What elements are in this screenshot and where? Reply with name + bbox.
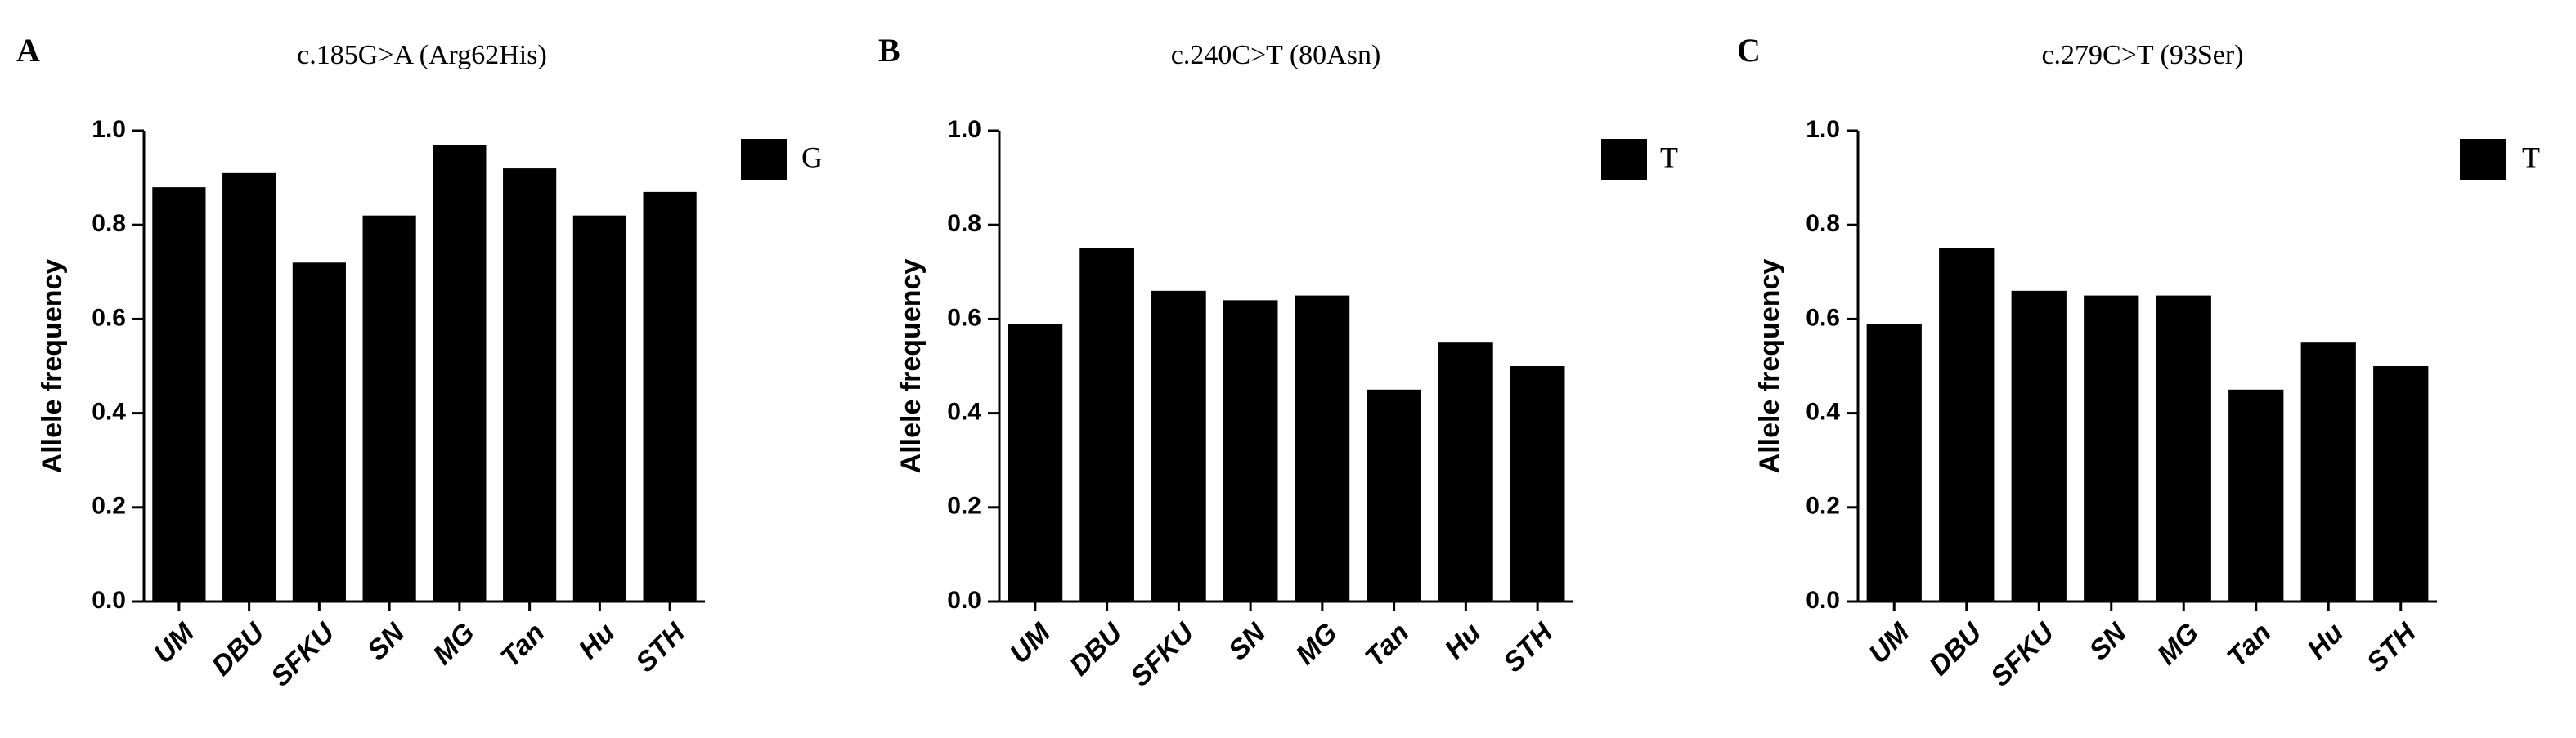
y-tick-label: 0.2 <box>92 493 126 520</box>
bar <box>1866 324 1922 602</box>
chart-title: c.279C>T (93Ser) <box>2041 40 2243 70</box>
x-tick-label: DBU <box>1923 616 1989 682</box>
legend-swatch <box>1601 139 1647 180</box>
x-tick-label: Hu <box>1438 617 1487 665</box>
bar <box>1079 248 1134 602</box>
y-tick-label: 0.4 <box>92 399 126 426</box>
y-tick-label: 1.0 <box>92 116 126 143</box>
bar <box>362 215 416 602</box>
x-tick-label: SN <box>1223 616 1272 666</box>
y-tick-label: 1.0 <box>1806 116 1840 143</box>
bar <box>152 187 206 602</box>
y-tick-label: 0.6 <box>947 304 981 331</box>
chart-title: c.185G>A (Arg62His) <box>297 40 547 70</box>
x-tick-label: MG <box>427 617 481 671</box>
bar <box>2373 366 2429 602</box>
bar <box>1510 366 1565 602</box>
bar <box>2084 295 2139 602</box>
x-tick-label: UM <box>148 617 201 670</box>
y-tick-label: 0.4 <box>947 399 981 426</box>
x-tick-label: MG <box>2152 617 2206 671</box>
x-tick-label: SN <box>361 616 411 666</box>
bar <box>2156 295 2211 602</box>
x-tick-label: STH <box>1497 616 1560 678</box>
y-tick-label: 0.0 <box>947 587 981 614</box>
bar <box>433 145 487 602</box>
x-tick-label: STH <box>630 616 692 678</box>
x-tick-label: Hu <box>572 617 621 665</box>
bar <box>292 262 346 602</box>
bar <box>1939 248 1995 602</box>
bar <box>222 172 276 602</box>
y-tick-label: 0.8 <box>1806 210 1840 237</box>
y-tick-label: 0.8 <box>92 210 126 237</box>
y-tick-label: 0.0 <box>1806 587 1840 614</box>
x-tick-label: SFKU <box>1985 616 2061 692</box>
legend-swatch <box>2460 139 2506 180</box>
x-tick-label: Tan <box>2221 617 2278 673</box>
chart-title: c.240C>T (80Asn) <box>1171 40 1381 70</box>
x-tick-label: MG <box>1290 617 1344 671</box>
y-tick-label: 0.4 <box>1806 399 1840 426</box>
x-tick-label: DBU <box>1064 616 1129 682</box>
x-tick-label: DBU <box>206 616 272 682</box>
y-axis-label: Allele frequency <box>1754 259 1785 474</box>
x-tick-label: SN <box>2083 616 2133 666</box>
y-tick-label: 0.6 <box>92 304 126 331</box>
x-tick-label: UM <box>1863 617 1916 670</box>
bar <box>1151 290 1206 602</box>
panel-label: B <box>878 32 900 69</box>
legend-label: T <box>1660 141 1678 173</box>
y-tick-label: 0.2 <box>1806 493 1840 520</box>
x-tick-label: SFKU <box>265 616 341 692</box>
bar <box>2228 389 2284 602</box>
bar <box>2011 290 2067 602</box>
bar <box>1367 389 1421 602</box>
legend-label: T <box>2522 141 2540 173</box>
legend-swatch <box>741 139 787 180</box>
y-tick-label: 0.0 <box>92 587 126 614</box>
bar <box>1223 300 1278 602</box>
x-tick-label: STH <box>2361 616 2423 678</box>
bar <box>1008 324 1063 602</box>
y-axis-label: Allele frequency <box>895 259 927 474</box>
panel-label: A <box>16 32 40 69</box>
y-axis-label: Allele frequency <box>37 259 68 474</box>
bar <box>1438 342 1493 602</box>
y-tick-label: 1.0 <box>947 116 981 143</box>
y-tick-label: 0.6 <box>1806 304 1840 331</box>
x-tick-label: Tan <box>1359 617 1416 673</box>
bar <box>1295 295 1350 602</box>
x-tick-label: Hu <box>2301 617 2349 665</box>
y-tick-label: 0.2 <box>947 493 981 520</box>
bar <box>2300 342 2356 602</box>
bar <box>643 191 697 602</box>
legend-label: G <box>801 141 823 173</box>
x-tick-label: SFKU <box>1124 616 1200 692</box>
bar <box>572 215 626 602</box>
panel-label: C <box>1737 32 1761 69</box>
x-tick-label: UM <box>1004 617 1057 670</box>
bar <box>503 168 557 602</box>
x-tick-label: Tan <box>495 617 551 673</box>
y-tick-label: 0.8 <box>947 210 981 237</box>
